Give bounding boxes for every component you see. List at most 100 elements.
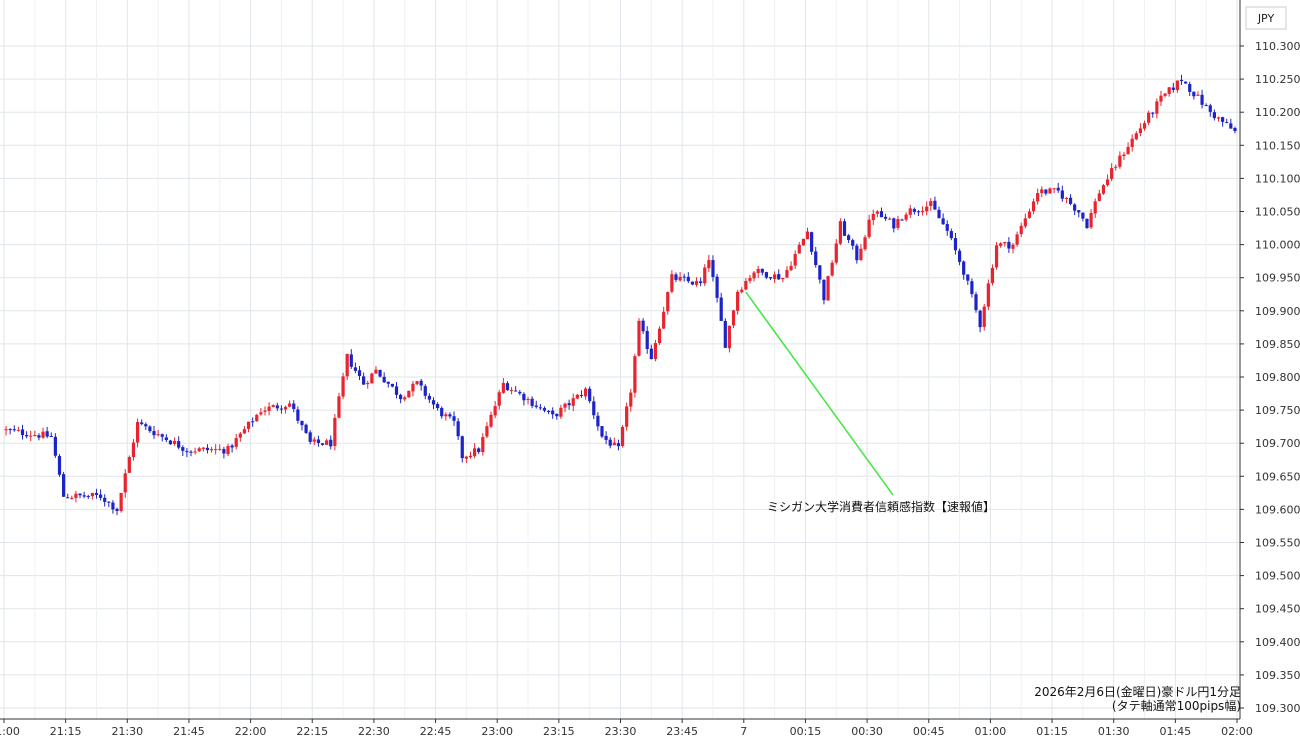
x-tick-label: 00:45	[913, 725, 945, 738]
annotation-leader-line	[745, 291, 894, 496]
candle-body	[666, 292, 670, 312]
candle-body	[1052, 188, 1056, 190]
candle-body	[777, 274, 781, 280]
x-tick-label: 23:45	[666, 725, 698, 738]
candle-body	[727, 325, 732, 349]
x-tick-label: 01:15	[1036, 725, 1068, 738]
candle-body	[953, 238, 958, 251]
candle-body	[292, 403, 296, 409]
candle-body	[871, 213, 875, 221]
candle-body	[1044, 189, 1048, 194]
candle-body	[1167, 87, 1171, 94]
x-tick-label: 23:30	[605, 725, 637, 738]
candle-body	[814, 251, 818, 266]
candle-body	[394, 386, 399, 395]
candle-body	[1192, 91, 1196, 97]
candle-body	[530, 398, 534, 406]
candle-body	[1011, 244, 1015, 249]
candle-body	[423, 386, 427, 396]
candle-body	[1221, 117, 1225, 122]
candle-body	[555, 413, 559, 417]
candle-body	[70, 497, 74, 499]
candle-body	[403, 397, 407, 400]
candle-body	[703, 267, 707, 284]
candle-body	[904, 214, 908, 220]
chart-info: 2026年2月6日(金曜日)豪ドル円1分足 (タテ軸通常100pips幅)	[1034, 684, 1241, 713]
candle-body	[37, 435, 41, 438]
candle-body	[419, 380, 423, 386]
candle-body	[986, 283, 990, 307]
candle-body	[559, 407, 563, 417]
candle-body	[444, 414, 448, 417]
candle-body	[616, 443, 621, 447]
candle-body	[312, 439, 316, 442]
candle-body	[793, 253, 797, 266]
candle-body	[193, 451, 197, 453]
candle-body	[288, 403, 292, 407]
annotation-label: ミシガン大学消費者信頼感指数【速報値】	[767, 499, 995, 514]
candle-body	[1212, 112, 1216, 119]
x-tick-label: 21:30	[111, 725, 143, 738]
candle-body	[427, 395, 431, 400]
candle-body	[481, 437, 485, 453]
candle-body	[908, 208, 912, 215]
candle-body	[378, 369, 382, 377]
candle-body	[1142, 123, 1147, 129]
candle-body	[764, 272, 769, 278]
candle-body	[826, 276, 830, 301]
candle-body	[937, 209, 941, 219]
candle-body	[1229, 123, 1233, 129]
x-tick-label: 00:30	[851, 725, 883, 738]
candle-body	[768, 277, 773, 279]
candle-body	[1114, 166, 1118, 168]
candle-body	[374, 369, 378, 374]
y-tick-label: 110.200	[1255, 106, 1300, 119]
candle-body	[945, 224, 949, 231]
candle-body	[736, 291, 740, 311]
candle-body	[74, 493, 78, 498]
y-tick-label: 110.050	[1255, 206, 1300, 219]
candle-body	[329, 439, 333, 447]
x-tick-label: 00:15	[790, 725, 822, 738]
event-annotation: ミシガン大学消費者信頼感指数【速報値】	[745, 291, 995, 514]
candle-body	[460, 436, 464, 459]
candle-body	[604, 435, 608, 440]
candle-body	[920, 210, 925, 213]
candle-body	[320, 443, 325, 445]
candle-body	[1077, 210, 1081, 213]
candle-body	[1064, 197, 1069, 199]
candle-body	[177, 441, 181, 448]
candle-body	[1093, 201, 1097, 214]
candle-body	[78, 493, 82, 496]
candle-body	[53, 436, 57, 456]
candle-body	[41, 431, 45, 438]
candle-body	[773, 274, 777, 279]
candle-body	[127, 457, 131, 473]
y-tick-label: 109.300	[1255, 702, 1300, 715]
y-tick-label: 109.650	[1255, 470, 1300, 483]
candle-body	[546, 410, 551, 412]
candle-body	[283, 406, 288, 410]
candle-body	[94, 493, 99, 495]
candle-body	[440, 408, 444, 417]
y-tick-label: 109.350	[1255, 669, 1300, 682]
candle-body	[518, 391, 522, 394]
candle-body	[131, 442, 136, 457]
candle-body	[1085, 218, 1089, 229]
candle-body	[456, 421, 460, 437]
candle-body	[1068, 197, 1073, 204]
candle-body	[234, 438, 238, 447]
price-axis: 110.300 110.250 110.200 110.150 110.100 110.0…	[1239, 0, 1300, 719]
candle-body	[957, 250, 962, 262]
x-tick-label: 21:45	[173, 725, 205, 738]
y-tick-label: 109.950	[1255, 272, 1300, 285]
x-tick-label: 23:15	[543, 725, 575, 738]
candle-body	[1134, 133, 1138, 140]
candle-body	[1097, 193, 1101, 201]
currency-label-box: JPY	[1245, 6, 1287, 30]
candle-body	[694, 281, 699, 285]
candle-body	[1105, 179, 1110, 186]
candle-body	[929, 201, 933, 207]
candle-body	[551, 410, 555, 415]
candle-body	[464, 456, 468, 459]
